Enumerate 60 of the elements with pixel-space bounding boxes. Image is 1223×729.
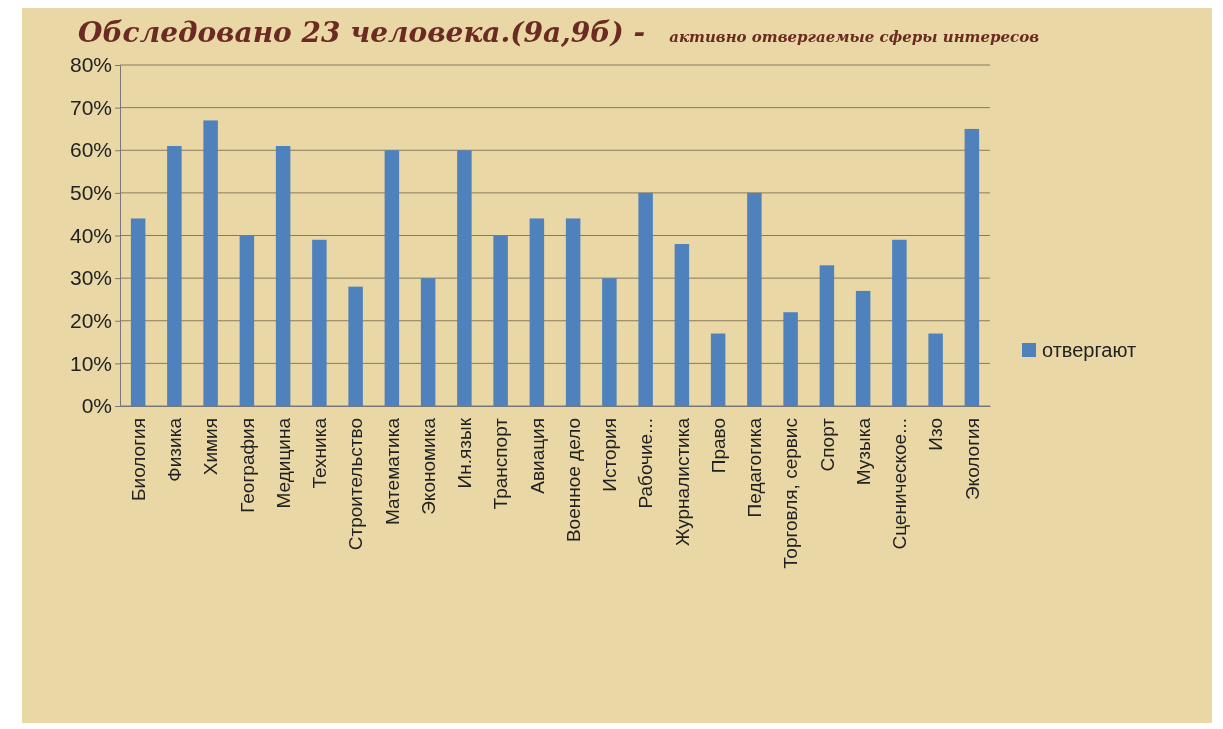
x-tick-label: Транспорт bbox=[490, 417, 512, 510]
bar bbox=[819, 265, 835, 406]
bar bbox=[529, 218, 545, 406]
y-tick-label: 0% bbox=[81, 394, 112, 418]
bar bbox=[420, 278, 436, 406]
x-tick-label: Ин.язык bbox=[454, 417, 476, 489]
bar bbox=[167, 145, 182, 406]
x-tick-label: Торговля, сервис bbox=[780, 418, 802, 569]
y-tick-label: 40% bbox=[69, 223, 112, 247]
bar bbox=[674, 244, 690, 406]
x-tick-label: Музыка bbox=[852, 417, 874, 486]
x-tick-label: Сценическое... bbox=[889, 418, 911, 550]
x-tick-label: Биология bbox=[127, 418, 149, 501]
bar bbox=[457, 150, 472, 406]
chart-title: Обследовано 23 человека.(9а,9б) - bbox=[78, 16, 646, 49]
y-tick-label: 80% bbox=[69, 53, 112, 77]
y-tick-label: 60% bbox=[69, 138, 112, 162]
x-tick-label: Рабочие... bbox=[635, 418, 657, 509]
x-tick-label: Математика bbox=[381, 417, 403, 526]
bar bbox=[203, 120, 218, 406]
x-tick-label: Журналистика bbox=[671, 417, 693, 547]
bar bbox=[964, 128, 980, 406]
bar bbox=[239, 235, 255, 406]
y-tick-label: 20% bbox=[69, 308, 112, 332]
x-tick-label: Военное дело bbox=[562, 418, 584, 543]
bar bbox=[348, 286, 363, 406]
legend-label: отвергают bbox=[1042, 339, 1137, 361]
x-tick-label: Спорт bbox=[816, 417, 838, 472]
x-tick-label: Физика bbox=[164, 417, 186, 482]
x-tick-label: Авиация bbox=[526, 418, 548, 494]
x-tick-label: Изо bbox=[925, 418, 947, 451]
chart-subtitle: активно отвергаемые сферы интересов bbox=[669, 28, 1040, 46]
x-tick-label: Техника bbox=[309, 417, 331, 489]
x-tick-label: Строительство bbox=[345, 418, 367, 551]
y-tick-label: 70% bbox=[69, 95, 112, 119]
bar bbox=[275, 145, 291, 406]
bar bbox=[565, 218, 581, 406]
x-tick-label: История bbox=[599, 418, 621, 492]
x-tick-label: Медицина bbox=[272, 417, 294, 509]
bar bbox=[638, 192, 653, 406]
bar bbox=[928, 333, 943, 406]
y-tick-label: 30% bbox=[69, 266, 112, 290]
x-tick-label: Право bbox=[707, 418, 729, 474]
x-tick-label: Экономика bbox=[417, 417, 439, 515]
y-tick-label: 10% bbox=[69, 351, 112, 375]
bar bbox=[892, 239, 907, 406]
bar bbox=[855, 290, 871, 406]
x-tick-label: Химия bbox=[200, 418, 222, 476]
bar bbox=[130, 218, 146, 406]
bar bbox=[747, 192, 762, 406]
bar bbox=[312, 239, 327, 406]
x-tick-label: Педагогика bbox=[744, 417, 766, 518]
x-tick-label: География bbox=[236, 418, 258, 513]
bar bbox=[710, 333, 726, 406]
bar bbox=[384, 150, 400, 406]
bar bbox=[783, 312, 798, 406]
bar bbox=[493, 235, 508, 406]
y-tick-label: 50% bbox=[69, 181, 112, 205]
x-tick-label: Экология bbox=[961, 418, 983, 501]
bar bbox=[602, 278, 617, 406]
